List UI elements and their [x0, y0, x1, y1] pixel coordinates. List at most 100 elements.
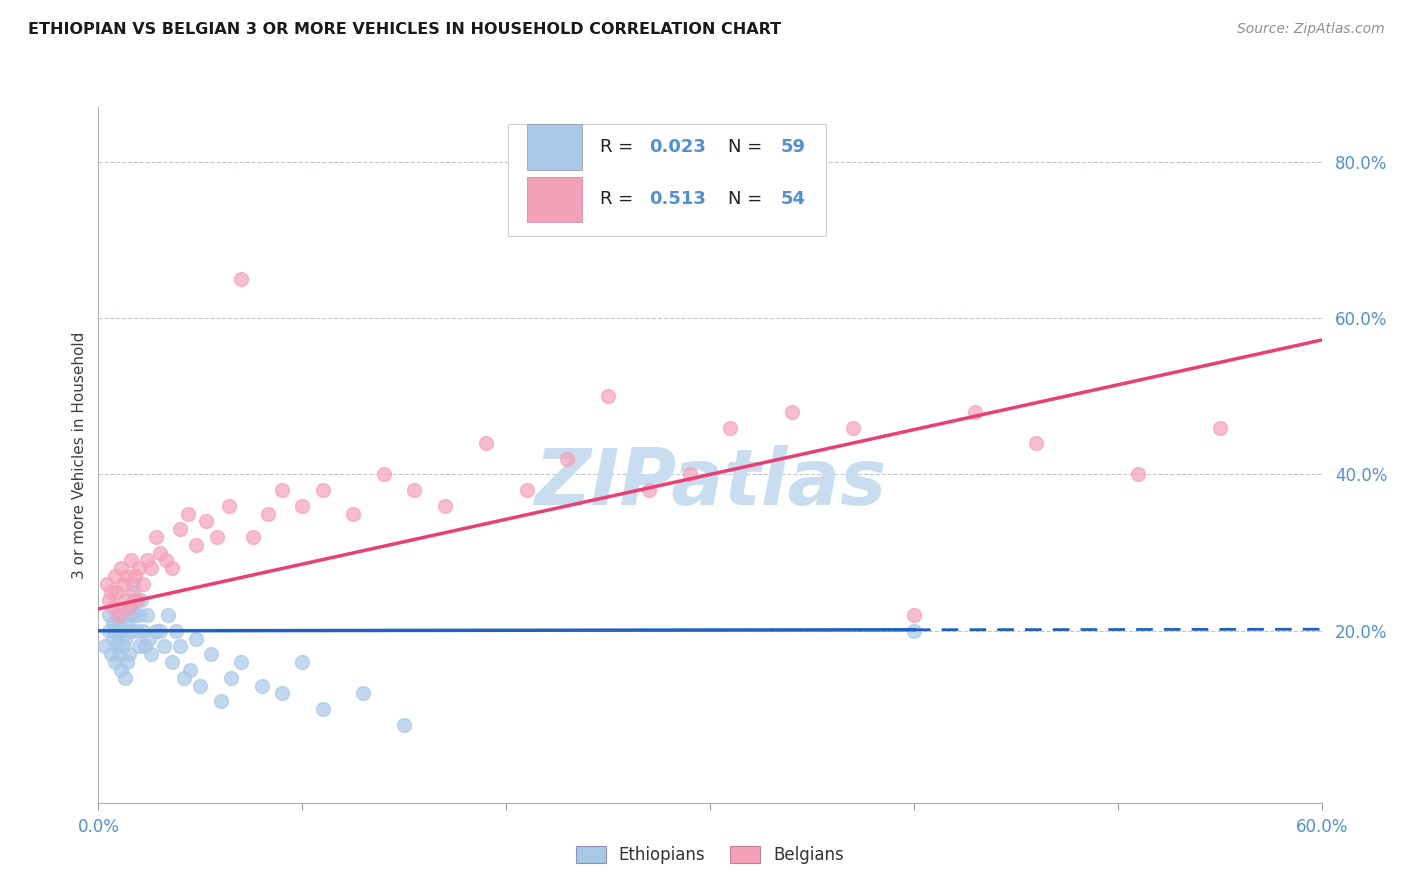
Point	[250, 679, 273, 693]
Point	[124, 592, 146, 607]
Point	[128, 561, 150, 575]
Point	[114, 632, 136, 646]
Point	[110, 561, 132, 575]
Point	[122, 584, 145, 599]
Point	[134, 640, 156, 654]
Point	[177, 507, 200, 521]
Point	[209, 694, 232, 708]
Point	[128, 640, 150, 654]
Point	[160, 655, 183, 669]
Point	[129, 592, 152, 607]
Point	[120, 608, 142, 623]
Point	[118, 600, 141, 615]
Point	[110, 624, 132, 638]
Point	[404, 483, 426, 497]
Point	[100, 584, 122, 599]
Point	[270, 483, 294, 497]
Point	[127, 624, 149, 638]
Point	[105, 584, 128, 599]
Point	[156, 608, 179, 623]
Text: ZIPatlas: ZIPatlas	[534, 445, 886, 521]
Point	[231, 655, 253, 669]
Text: Source: ZipAtlas.com: Source: ZipAtlas.com	[1237, 22, 1385, 37]
Point	[118, 600, 141, 615]
Point	[111, 608, 134, 623]
Point	[97, 608, 120, 623]
Point	[173, 671, 195, 685]
Point	[312, 702, 335, 716]
Point	[124, 608, 146, 623]
Text: 59: 59	[780, 138, 806, 156]
Point	[105, 640, 128, 654]
Point	[270, 686, 294, 700]
Point	[96, 577, 118, 591]
Point	[1209, 420, 1232, 434]
Point	[434, 499, 457, 513]
Point	[1025, 436, 1047, 450]
Point	[679, 467, 702, 482]
Point	[120, 553, 142, 567]
Y-axis label: 3 or more Vehicles in Household: 3 or more Vehicles in Household	[72, 331, 87, 579]
Point	[965, 405, 987, 419]
Point	[149, 624, 172, 638]
Point	[149, 546, 172, 560]
Point	[179, 663, 201, 677]
Text: R =: R =	[600, 190, 638, 208]
Point	[373, 467, 395, 482]
Point	[291, 499, 314, 513]
Point	[104, 569, 127, 583]
Point	[256, 507, 278, 521]
Point	[136, 553, 159, 567]
Point	[111, 577, 134, 591]
Point	[118, 647, 141, 661]
Point	[115, 569, 138, 583]
Point	[598, 389, 620, 403]
Point	[152, 640, 174, 654]
Point	[720, 420, 742, 434]
Point	[115, 615, 138, 630]
Point	[1128, 467, 1150, 482]
Point	[186, 632, 208, 646]
Point	[841, 420, 863, 434]
Point	[200, 647, 222, 661]
Point	[638, 483, 661, 497]
Point	[903, 624, 925, 638]
Point	[101, 632, 124, 646]
Point	[127, 592, 149, 607]
Text: N =: N =	[728, 190, 768, 208]
Point	[108, 632, 131, 646]
Point	[231, 272, 253, 286]
Point	[169, 522, 191, 536]
FancyBboxPatch shape	[527, 177, 582, 222]
Text: ETHIOPIAN VS BELGIAN 3 OR MORE VEHICLES IN HOUSEHOLD CORRELATION CHART: ETHIOPIAN VS BELGIAN 3 OR MORE VEHICLES …	[28, 22, 782, 37]
Point	[155, 553, 177, 567]
Point	[108, 615, 131, 630]
Point	[312, 483, 335, 497]
Point	[111, 640, 134, 654]
Point	[165, 624, 187, 638]
Text: R =: R =	[600, 138, 638, 156]
Point	[105, 608, 128, 623]
Point	[97, 624, 120, 638]
Point	[136, 608, 159, 623]
Point	[392, 717, 416, 731]
Point	[132, 577, 155, 591]
Point	[160, 561, 183, 575]
Point	[108, 647, 131, 661]
Point	[145, 530, 167, 544]
Point	[780, 405, 803, 419]
Point	[169, 640, 191, 654]
Point	[100, 647, 122, 661]
Point	[141, 561, 163, 575]
Point	[101, 615, 124, 630]
Point	[122, 577, 145, 591]
Point	[132, 624, 155, 638]
FancyBboxPatch shape	[508, 124, 827, 235]
Point	[104, 655, 127, 669]
Point	[186, 538, 208, 552]
Point	[205, 530, 228, 544]
Point	[114, 592, 136, 607]
Text: 0.023: 0.023	[650, 138, 706, 156]
Point	[219, 671, 242, 685]
Point	[145, 624, 167, 638]
